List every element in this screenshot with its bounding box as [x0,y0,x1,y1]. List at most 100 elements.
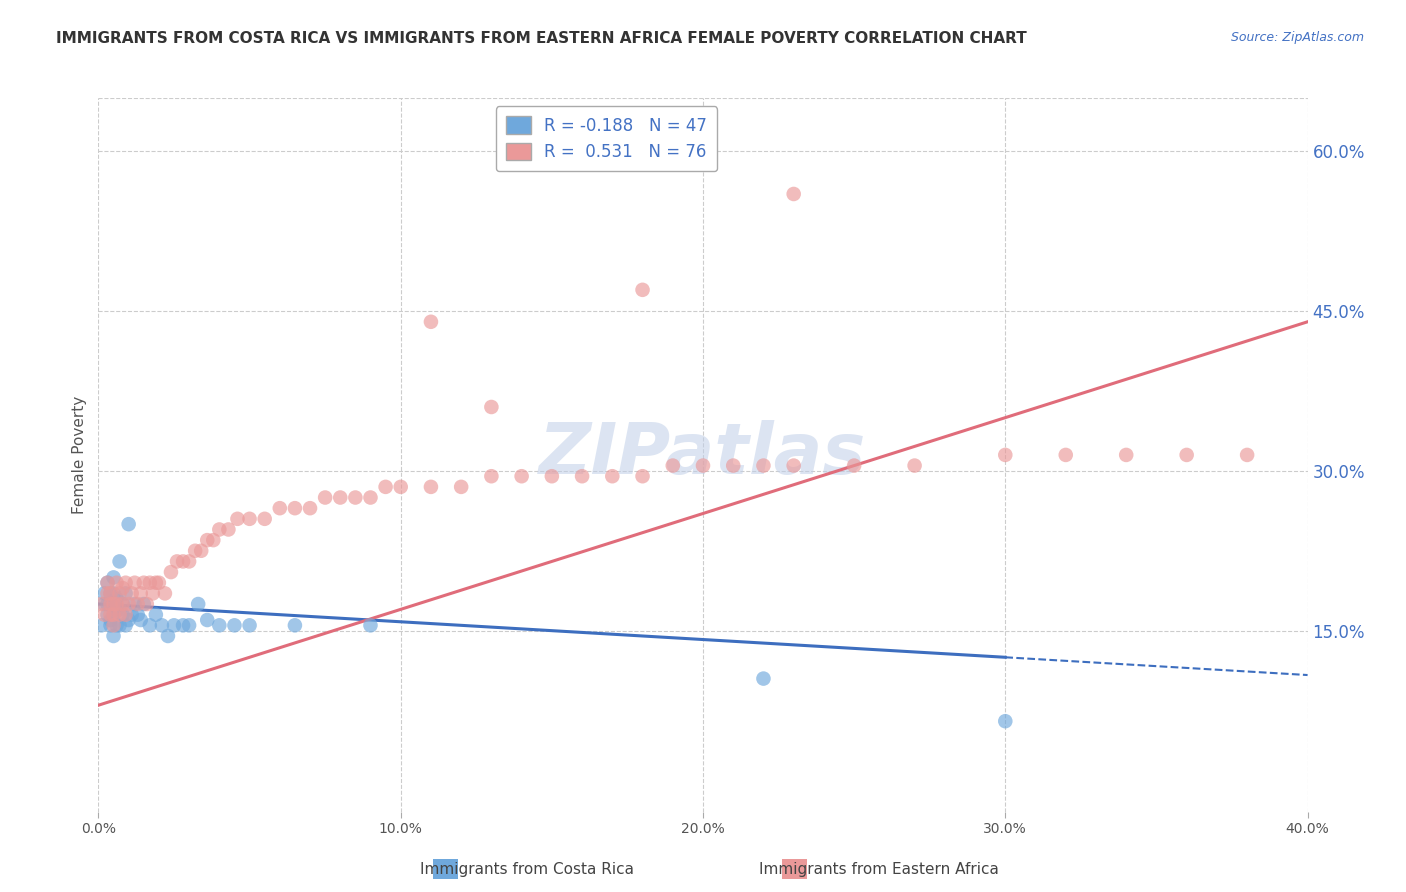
Text: Immigrants from Eastern Africa: Immigrants from Eastern Africa [759,863,998,877]
Point [93,607,115,622]
Point [105,591,128,606]
Point [124,597,146,611]
Point [360,491,382,505]
Point [114,575,136,590]
Point [450,480,472,494]
Point [118,517,141,532]
Point [844,458,866,473]
Point [195,533,218,548]
Point [103,629,125,643]
Point [179,618,201,632]
Point [994,714,1017,729]
Point [100,586,122,600]
Point [103,607,125,622]
Point [752,672,775,686]
Point [108,554,131,568]
Point [217,523,239,537]
Point [344,491,367,505]
Point [108,607,131,622]
Point [226,512,249,526]
Point [142,586,165,600]
Point [103,607,125,622]
Point [662,458,685,473]
Point [1115,448,1137,462]
Point [1054,448,1077,462]
Text: IMMIGRANTS FROM COSTA RICA VS IMMIGRANTS FROM EASTERN AFRICA FEMALE POVERTY CORR: IMMIGRANTS FROM COSTA RICA VS IMMIGRANTS… [56,31,1026,46]
Point [269,501,291,516]
Point [103,597,125,611]
Legend: R = -0.188   N = 47, R =  0.531   N = 76: R = -0.188 N = 47, R = 0.531 N = 76 [496,106,717,171]
Point [96,607,118,622]
Point [153,586,176,600]
Point [239,512,262,526]
Point [111,607,134,622]
Point [783,458,806,473]
Point [163,618,186,632]
Point [103,586,125,600]
Point [108,618,131,632]
Point [160,565,183,579]
Point [114,607,136,622]
Point [100,597,122,611]
Point [105,618,128,632]
Point [360,618,382,632]
Point [139,575,162,590]
Point [132,575,155,590]
Point [184,543,207,558]
Point [129,613,152,627]
Point [510,469,533,483]
Point [172,618,194,632]
Point [1175,448,1198,462]
Point [187,597,209,611]
Point [420,315,443,329]
Point [253,512,276,526]
Point [121,607,143,622]
Point [108,602,131,616]
Point [631,469,654,483]
Point [172,554,194,568]
Text: ZIPatlas: ZIPatlas [540,420,866,490]
Point [114,618,136,632]
Point [100,597,122,611]
Y-axis label: Female Poverty: Female Poverty [72,396,87,514]
Point [114,586,136,600]
Point [571,469,593,483]
Point [100,586,122,600]
Point [752,458,775,473]
Point [93,597,115,611]
Point [103,618,125,632]
Point [602,469,624,483]
Point [239,618,262,632]
Point [96,575,118,590]
Point [190,543,212,558]
Point [156,629,179,643]
Text: Immigrants from Costa Rica: Immigrants from Costa Rica [420,863,634,877]
Point [100,618,122,632]
Point [481,400,503,414]
Point [195,613,218,627]
Point [96,597,118,611]
Point [631,283,654,297]
Point [100,607,122,622]
Point [145,575,167,590]
Point [121,586,143,600]
Point [783,186,806,201]
Point [105,597,128,611]
Point [299,501,322,516]
Point [723,458,745,473]
Point [420,480,443,494]
Point [540,469,562,483]
Point [202,533,225,548]
Point [127,597,149,611]
Point [111,581,134,595]
Point [208,523,231,537]
Point [145,607,167,622]
Point [284,501,307,516]
Point [103,570,125,584]
Point [124,575,146,590]
Point [166,554,188,568]
Point [96,575,118,590]
Point [100,613,122,627]
Point [118,613,141,627]
Point [994,448,1017,462]
